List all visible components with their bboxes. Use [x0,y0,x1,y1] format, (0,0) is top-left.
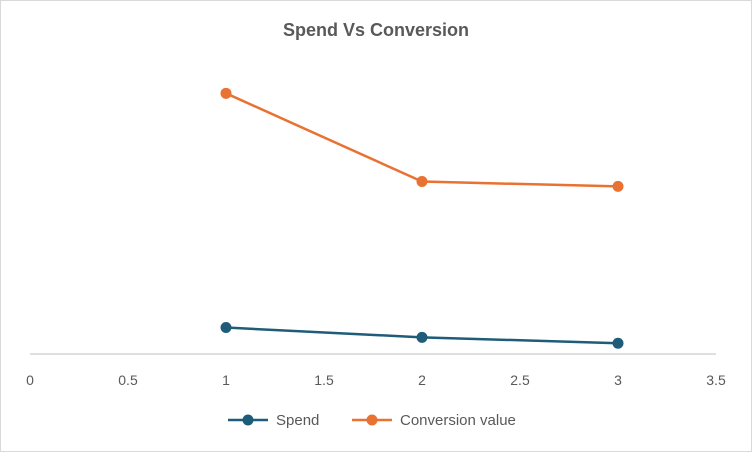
data-point [416,176,428,188]
series-0 [220,322,624,349]
legend-swatch-marker [366,414,378,426]
data-point [220,322,232,334]
x-tick-label: 2 [418,372,426,388]
x-tick-label: 3 [614,372,622,388]
chart-title: Spend Vs Conversion [282,20,470,40]
legend-label: Spend [276,412,319,429]
legend-label: Conversion value [400,412,516,429]
x-tick-label: 3.5 [706,372,726,388]
data-point [612,337,624,349]
x-tick-label: 1.5 [314,372,334,388]
data-point [220,87,232,99]
series-1 [220,87,624,192]
legend-item: Conversion value [352,412,516,429]
x-tick-label: 2.5 [510,372,530,388]
series-line [225,92,619,188]
x-tick-label: 0 [26,372,34,388]
x-tick-label: 1 [222,372,230,388]
data-point [612,180,624,192]
legend-swatch-marker [242,414,254,426]
data-point [416,331,428,343]
x-tick-label: 0.5 [118,372,138,388]
legend-item: Spend [228,412,319,429]
